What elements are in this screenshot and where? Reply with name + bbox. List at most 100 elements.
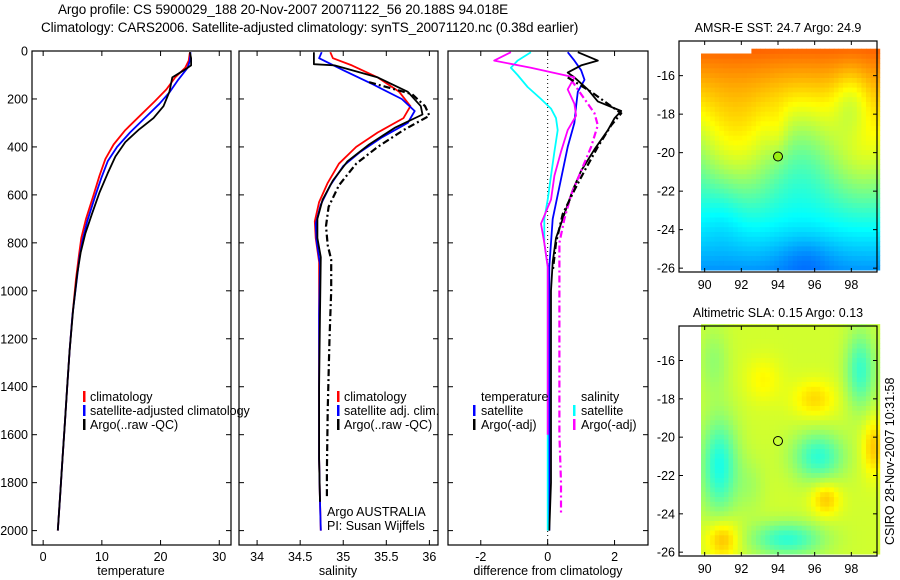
map-cell (783, 125, 789, 131)
map-cell (861, 491, 867, 497)
map-cell (701, 429, 706, 435)
map-cell (856, 154, 862, 160)
temperature-series (56, 52, 193, 531)
map-cell (797, 410, 803, 416)
series-line-climatology (56, 52, 191, 531)
map-cell (701, 135, 706, 141)
map-cell (769, 260, 775, 266)
map-cell (801, 63, 807, 69)
map-cell (710, 410, 716, 416)
map-cell (710, 534, 716, 541)
map-cell (815, 458, 821, 464)
map-cell (792, 173, 798, 179)
map-cell (714, 410, 720, 416)
map-cell (723, 226, 729, 232)
map-cell (852, 101, 858, 107)
map-cell (774, 453, 780, 459)
map-cell (870, 530, 876, 536)
map-cell (701, 453, 706, 459)
map-cell (719, 183, 725, 189)
map-cell (788, 482, 794, 488)
map-cell (843, 328, 849, 335)
map-cell (797, 188, 803, 194)
map-cell (852, 328, 858, 335)
map-cell (811, 506, 816, 512)
map-cell (751, 255, 757, 261)
map-cell (760, 376, 766, 382)
map-cell (829, 443, 835, 450)
map-cell (737, 217, 743, 223)
map-cell (728, 391, 734, 397)
map-cell (861, 328, 867, 335)
map-cell (756, 207, 761, 213)
map-cell (765, 48, 771, 54)
map-cell (875, 246, 881, 252)
map-cell (856, 434, 862, 440)
map-cell (701, 92, 706, 98)
map-cell (733, 386, 739, 392)
map-cell (815, 539, 821, 545)
map-cell (801, 458, 807, 464)
map-cell (765, 467, 771, 473)
map-cell (815, 77, 821, 83)
map-cell (746, 410, 752, 416)
map-cell (783, 434, 789, 440)
map-cell (792, 188, 798, 194)
map-cell (833, 367, 839, 373)
map-cell (737, 448, 743, 454)
map-cell (774, 106, 780, 112)
map-cell (875, 357, 881, 363)
map-cell (852, 491, 858, 497)
map-cell (815, 96, 821, 102)
map-cell (820, 241, 826, 247)
map-cell (797, 439, 803, 445)
map-cell (742, 482, 748, 488)
map-cell (861, 250, 867, 256)
map-cell (705, 419, 711, 426)
map-cell (801, 140, 807, 146)
map-cell (820, 434, 826, 440)
map-cell (847, 101, 853, 107)
map-cell (733, 487, 739, 493)
map-cell (833, 405, 839, 411)
map-cell (756, 111, 761, 117)
map-cell (829, 496, 835, 502)
map-cell (797, 164, 803, 170)
map-cell (801, 544, 807, 550)
map-cell (847, 348, 853, 354)
map-cell (774, 429, 780, 435)
map-cell (833, 149, 839, 155)
map-cell (801, 472, 807, 478)
map-cell (701, 549, 706, 555)
map-cell (815, 207, 821, 213)
map-cell (856, 515, 862, 521)
map-cell (870, 386, 876, 392)
map-cell (701, 324, 706, 330)
map-cell (801, 260, 807, 266)
map-cell (870, 448, 876, 454)
map-cell (783, 188, 789, 194)
map-cell (815, 400, 821, 406)
map-cell (820, 265, 826, 271)
map-cell (769, 197, 775, 204)
map-cell (866, 246, 871, 252)
map-cell (843, 183, 849, 189)
map-cell (824, 400, 830, 406)
map-cell (728, 376, 734, 382)
map-cell (723, 130, 729, 136)
map-cell (833, 53, 839, 59)
map-cell (742, 386, 748, 392)
map-cell (765, 530, 771, 536)
map-cell (852, 352, 858, 358)
map-cell (870, 405, 876, 411)
map-cell (806, 439, 812, 445)
x-tick-label: -2 (475, 550, 486, 564)
map-cell (742, 534, 748, 541)
map-cell (733, 120, 739, 127)
map-cell (829, 415, 835, 421)
map-cell (829, 458, 835, 464)
map-cell (742, 453, 748, 459)
map-cell (833, 357, 839, 363)
map-cell (824, 154, 830, 160)
map-cell (815, 154, 821, 160)
